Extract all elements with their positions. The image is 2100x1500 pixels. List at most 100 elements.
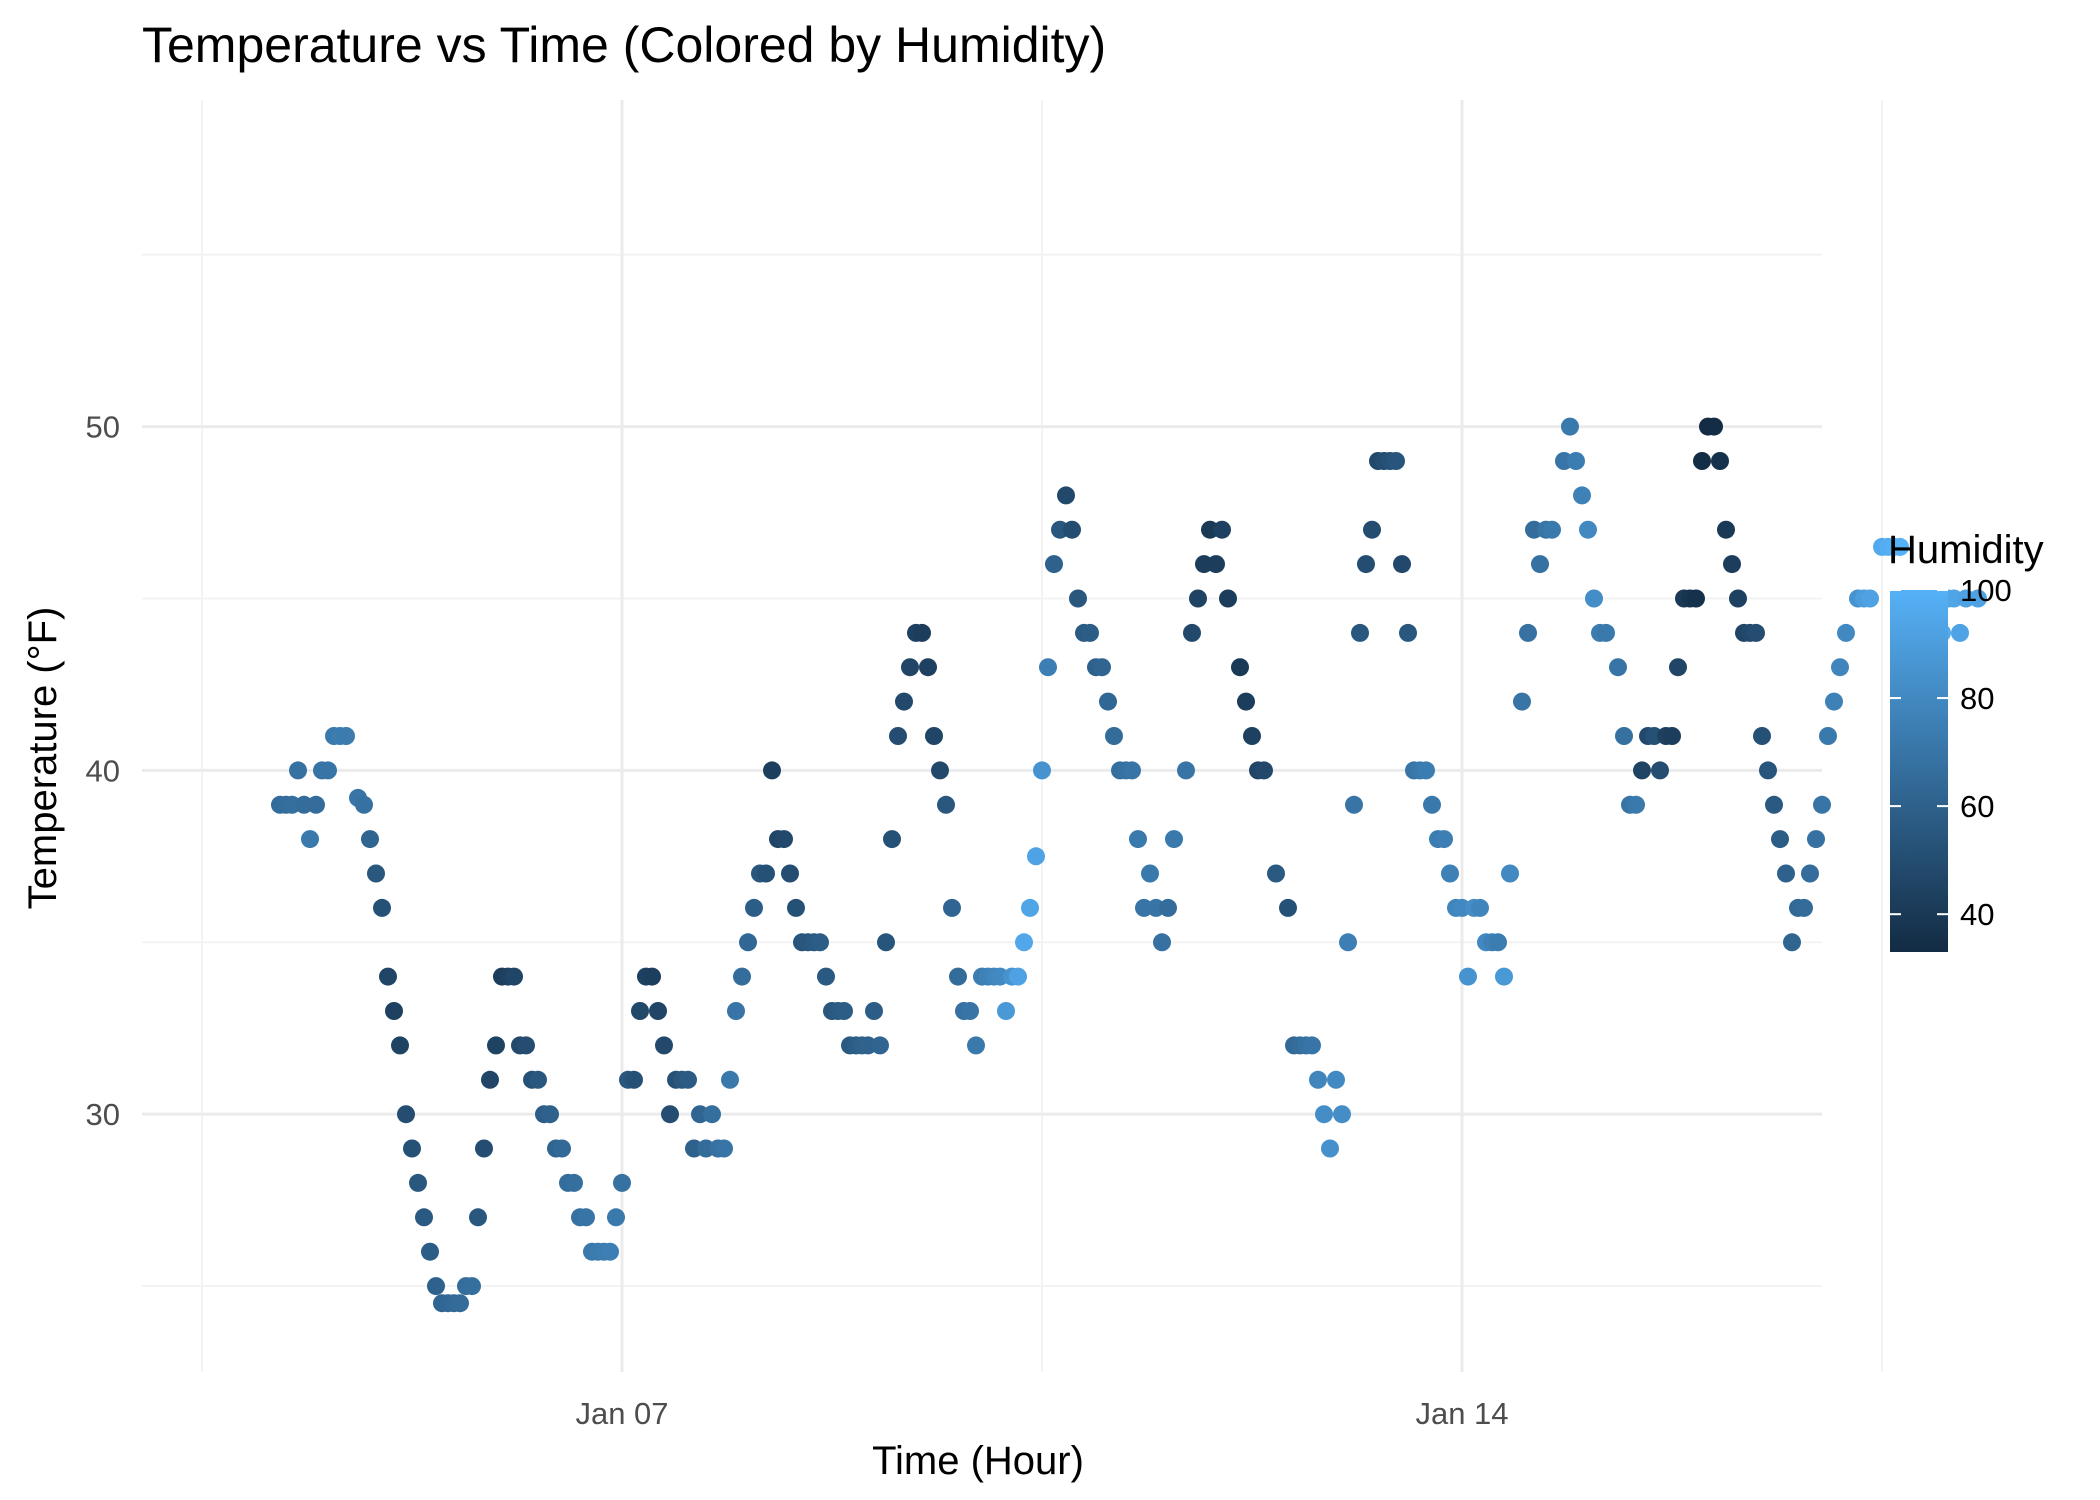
- data-point: [1015, 933, 1033, 952]
- data-point: [415, 1208, 433, 1227]
- data-point: [1021, 898, 1039, 917]
- data-point: [1891, 537, 1909, 556]
- data-point: [1723, 555, 1741, 574]
- data-point: [1765, 795, 1783, 814]
- data-point: [1309, 1070, 1327, 1089]
- data-point: [1189, 589, 1207, 608]
- data-point: [1585, 589, 1603, 608]
- data-point: [625, 1070, 643, 1089]
- data-point: [355, 795, 373, 814]
- data-point: [1357, 555, 1375, 574]
- data-point: [865, 1002, 883, 1020]
- data-point: [517, 1036, 535, 1055]
- data-point: [1615, 727, 1633, 745]
- data-point: [1417, 761, 1435, 780]
- data-point: [1105, 727, 1123, 745]
- data-point: [451, 1294, 469, 1313]
- data-point: [613, 1173, 631, 1192]
- data-point: [745, 898, 763, 917]
- data-point: [553, 1139, 571, 1158]
- data-point: [1255, 761, 1273, 780]
- data-point: [1327, 1070, 1345, 1089]
- data-point: [1045, 555, 1063, 574]
- data-point: [1183, 623, 1201, 642]
- data-point: [781, 864, 799, 883]
- data-point: [1393, 555, 1411, 574]
- data-point: [1489, 933, 1507, 952]
- data-point: [373, 898, 391, 917]
- legend-tick-label: 100: [1960, 573, 2012, 608]
- data-point: [1825, 692, 1843, 711]
- data-point: [961, 1002, 979, 1020]
- data-point: [937, 795, 955, 814]
- data-point: [811, 933, 829, 952]
- data-point: [1363, 520, 1381, 539]
- grid: [142, 100, 1883, 1372]
- data-point: [463, 1277, 481, 1296]
- data-point: [1033, 761, 1051, 780]
- data-point: [1759, 761, 1777, 780]
- data-point: [889, 727, 907, 745]
- data-point: [1267, 864, 1285, 883]
- data-point: [1951, 623, 1969, 642]
- data-point: [1423, 795, 1441, 814]
- data-points: [271, 417, 1987, 1313]
- data-point: [703, 1105, 721, 1124]
- data-point: [1561, 417, 1579, 436]
- data-point: [319, 761, 337, 780]
- data-point: [1777, 864, 1795, 883]
- x-tick-label: Jan 07: [575, 1396, 668, 1431]
- data-point: [1159, 898, 1177, 917]
- data-point: [1819, 727, 1837, 745]
- data-point: [481, 1070, 499, 1089]
- data-point: [427, 1277, 445, 1296]
- data-point: [1795, 898, 1813, 917]
- data-point: [1807, 830, 1825, 849]
- data-point: [1705, 417, 1723, 436]
- data-point: [1771, 830, 1789, 849]
- legend-tick-label: 60: [1960, 789, 1994, 824]
- data-point: [1519, 623, 1537, 642]
- data-point: [1747, 623, 1765, 642]
- data-point: [289, 761, 307, 780]
- data-point: [715, 1139, 733, 1158]
- legend-tick-label: 40: [1960, 897, 1994, 932]
- data-point: [1861, 589, 1879, 608]
- data-point: [1663, 727, 1681, 745]
- data-point: [949, 967, 967, 986]
- data-point: [1669, 658, 1687, 677]
- data-point: [1399, 623, 1417, 642]
- data-point: [505, 967, 523, 986]
- chart-title: Temperature vs Time (Colored by Humidity…: [142, 17, 1106, 73]
- axis-ticks: 30 40 50 Jan 07 Jan 14: [86, 410, 1509, 1431]
- data-point: [1315, 1105, 1333, 1124]
- data-point: [1339, 933, 1357, 952]
- data-point: [1213, 520, 1231, 539]
- data-point: [835, 1002, 853, 1020]
- data-point: [1081, 623, 1099, 642]
- data-point: [967, 1036, 985, 1055]
- data-point: [1345, 795, 1363, 814]
- y-tick-label: 30: [86, 1097, 120, 1132]
- data-point: [1813, 795, 1831, 814]
- data-point: [607, 1208, 625, 1227]
- data-point: [1123, 761, 1141, 780]
- data-point: [733, 967, 751, 986]
- data-point: [925, 727, 943, 745]
- data-point: [1495, 967, 1513, 986]
- data-point: [883, 830, 901, 849]
- data-point: [943, 898, 961, 917]
- data-point: [1177, 761, 1195, 780]
- data-point: [1207, 555, 1225, 574]
- data-point: [469, 1208, 487, 1227]
- data-point: [1243, 727, 1261, 745]
- data-point: [1441, 864, 1459, 883]
- data-point: [601, 1242, 619, 1261]
- data-point: [775, 830, 793, 849]
- data-point: [409, 1173, 427, 1192]
- data-point: [1579, 520, 1597, 539]
- data-point: [763, 761, 781, 780]
- data-point: [901, 658, 919, 677]
- x-axis-title: Time (Hour): [872, 1439, 1084, 1483]
